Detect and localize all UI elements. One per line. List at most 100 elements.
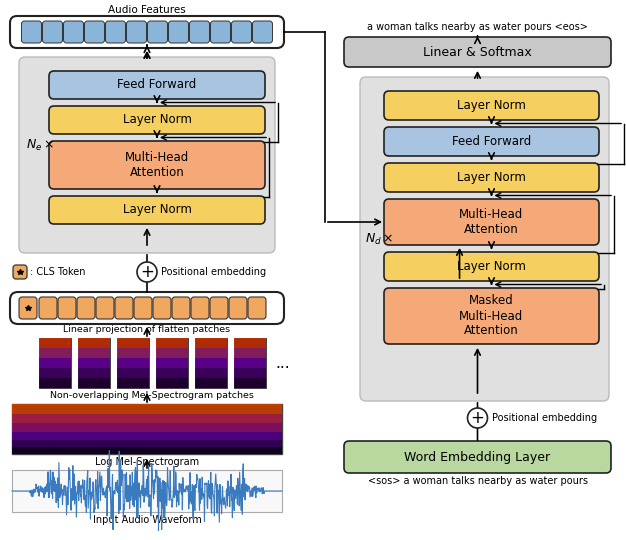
FancyBboxPatch shape bbox=[384, 127, 599, 156]
FancyBboxPatch shape bbox=[49, 71, 265, 99]
Bar bbox=[155, 368, 188, 378]
FancyBboxPatch shape bbox=[77, 297, 95, 319]
FancyBboxPatch shape bbox=[232, 21, 252, 43]
Bar bbox=[116, 368, 148, 378]
Circle shape bbox=[468, 408, 488, 428]
Bar bbox=[233, 368, 265, 378]
Bar bbox=[233, 358, 265, 368]
Bar bbox=[155, 338, 188, 388]
FancyBboxPatch shape bbox=[19, 57, 275, 253]
FancyBboxPatch shape bbox=[21, 21, 41, 43]
FancyBboxPatch shape bbox=[43, 21, 63, 43]
Text: Masked
Multi-Head
Attention: Masked Multi-Head Attention bbox=[459, 294, 523, 338]
Bar bbox=[12, 447, 282, 454]
Text: Multi-Head
Attention: Multi-Head Attention bbox=[459, 208, 523, 236]
Bar bbox=[12, 470, 282, 512]
Text: +: + bbox=[471, 409, 485, 427]
Text: Multi-Head
Attention: Multi-Head Attention bbox=[125, 151, 189, 179]
Bar bbox=[78, 338, 110, 348]
FancyBboxPatch shape bbox=[384, 252, 599, 281]
Bar bbox=[39, 378, 71, 388]
Bar bbox=[39, 358, 71, 368]
Text: $N_d\times$: $N_d\times$ bbox=[365, 232, 394, 247]
Text: a woman talks nearby as water pours <eos>: a woman talks nearby as water pours <eos… bbox=[367, 22, 588, 32]
FancyBboxPatch shape bbox=[49, 141, 265, 189]
Bar bbox=[39, 348, 71, 358]
Bar bbox=[195, 358, 227, 368]
Bar bbox=[12, 431, 282, 440]
Bar bbox=[195, 338, 227, 348]
FancyBboxPatch shape bbox=[106, 21, 125, 43]
Bar bbox=[78, 338, 110, 388]
FancyBboxPatch shape bbox=[248, 297, 266, 319]
Bar bbox=[195, 338, 227, 388]
FancyBboxPatch shape bbox=[191, 297, 209, 319]
Bar bbox=[116, 338, 148, 388]
FancyBboxPatch shape bbox=[210, 297, 228, 319]
Text: Feed Forward: Feed Forward bbox=[452, 135, 531, 148]
Text: Input Audio Waveform: Input Audio Waveform bbox=[93, 515, 202, 525]
FancyBboxPatch shape bbox=[96, 297, 114, 319]
FancyBboxPatch shape bbox=[172, 297, 190, 319]
Bar bbox=[78, 378, 110, 388]
Text: +: + bbox=[140, 263, 154, 281]
Bar bbox=[195, 348, 227, 358]
Bar bbox=[78, 348, 110, 358]
FancyBboxPatch shape bbox=[384, 163, 599, 192]
FancyBboxPatch shape bbox=[58, 297, 76, 319]
FancyBboxPatch shape bbox=[168, 21, 188, 43]
Bar bbox=[78, 358, 110, 368]
Bar bbox=[116, 348, 148, 358]
FancyBboxPatch shape bbox=[63, 21, 83, 43]
Text: Positional embedding: Positional embedding bbox=[161, 267, 266, 277]
FancyBboxPatch shape bbox=[13, 265, 27, 279]
Circle shape bbox=[137, 262, 157, 282]
FancyBboxPatch shape bbox=[384, 199, 599, 245]
Bar bbox=[12, 440, 282, 447]
FancyBboxPatch shape bbox=[49, 106, 265, 134]
Bar bbox=[195, 368, 227, 378]
Bar bbox=[155, 338, 188, 348]
Text: Feed Forward: Feed Forward bbox=[118, 78, 197, 91]
Bar bbox=[116, 338, 148, 348]
FancyBboxPatch shape bbox=[85, 21, 105, 43]
Bar bbox=[78, 368, 110, 378]
FancyBboxPatch shape bbox=[39, 297, 57, 319]
Text: Linear projection of flatten patches: Linear projection of flatten patches bbox=[63, 325, 230, 334]
FancyBboxPatch shape bbox=[344, 37, 611, 67]
Bar bbox=[155, 348, 188, 358]
Bar bbox=[12, 414, 282, 423]
Text: Log Mel-Spectrogram: Log Mel-Spectrogram bbox=[95, 457, 199, 467]
Bar bbox=[155, 358, 188, 368]
Bar bbox=[39, 338, 71, 388]
Text: Layer Norm: Layer Norm bbox=[457, 260, 526, 273]
Bar bbox=[12, 423, 282, 431]
Text: Word Embedding Layer: Word Embedding Layer bbox=[404, 450, 550, 463]
FancyBboxPatch shape bbox=[126, 21, 146, 43]
FancyBboxPatch shape bbox=[384, 91, 599, 120]
FancyBboxPatch shape bbox=[360, 77, 609, 401]
Bar bbox=[233, 348, 265, 358]
FancyBboxPatch shape bbox=[252, 21, 272, 43]
FancyBboxPatch shape bbox=[148, 21, 168, 43]
Bar bbox=[12, 404, 282, 454]
FancyBboxPatch shape bbox=[153, 297, 171, 319]
Text: $N_e\times$: $N_e\times$ bbox=[26, 138, 54, 152]
Text: <sos> a woman talks nearby as water pours: <sos> a woman talks nearby as water pour… bbox=[367, 476, 587, 486]
Text: Audio Features: Audio Features bbox=[108, 5, 186, 15]
Text: Layer Norm: Layer Norm bbox=[123, 113, 192, 126]
Bar bbox=[233, 338, 265, 348]
FancyBboxPatch shape bbox=[10, 292, 284, 324]
FancyBboxPatch shape bbox=[134, 297, 152, 319]
FancyBboxPatch shape bbox=[229, 297, 247, 319]
Text: Non-overlapping Mel-Spectrogram patches: Non-overlapping Mel-Spectrogram patches bbox=[50, 391, 254, 400]
Bar bbox=[155, 378, 188, 388]
FancyBboxPatch shape bbox=[10, 16, 284, 48]
Text: ...: ... bbox=[275, 355, 290, 370]
Text: Linear & Softmax: Linear & Softmax bbox=[423, 45, 532, 58]
Text: Layer Norm: Layer Norm bbox=[123, 204, 192, 217]
FancyBboxPatch shape bbox=[19, 297, 37, 319]
Bar bbox=[116, 358, 148, 368]
Bar bbox=[39, 368, 71, 378]
FancyBboxPatch shape bbox=[49, 196, 265, 224]
